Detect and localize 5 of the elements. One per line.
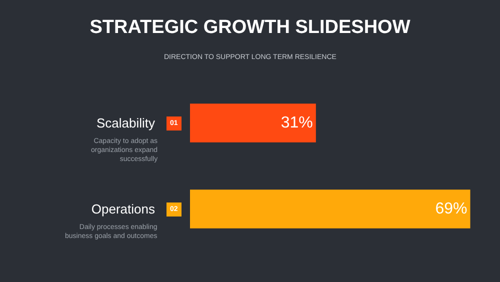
y-tick-label: Scalability	[96, 116, 156, 131]
data-label: 69%	[435, 200, 468, 218]
data-label: 31%	[280, 114, 313, 132]
chart-title: STRATEGIC GROWTH SLIDESHOW	[90, 17, 410, 38]
y-tick-label: Operations	[91, 202, 156, 217]
